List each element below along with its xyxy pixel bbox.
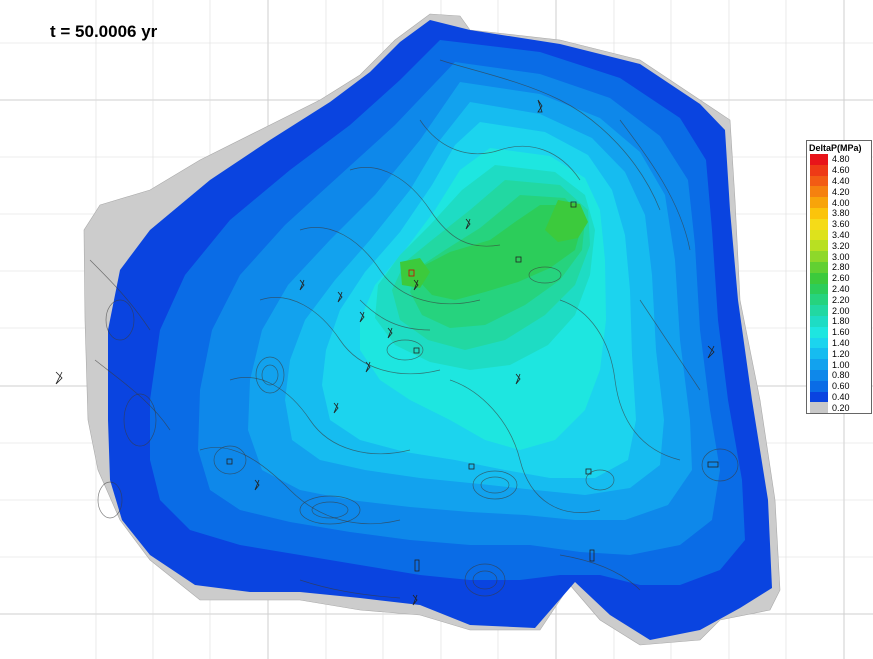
legend-label: 4.60	[832, 165, 850, 176]
legend-label: 0.40	[832, 391, 850, 402]
legend-label: 1.20	[832, 348, 850, 359]
legend-entry: 0.20	[807, 402, 871, 414]
legend-swatch	[810, 218, 828, 230]
legend-swatch	[810, 305, 828, 316]
legend-swatch	[810, 326, 828, 338]
legend-label: 2.60	[832, 273, 850, 284]
legend-swatch	[810, 348, 828, 360]
legend-entry: 4.80	[807, 154, 871, 165]
legend-entry: 0.80	[807, 369, 871, 381]
legend-swatch	[810, 359, 828, 370]
band-2-60	[400, 200, 588, 288]
legend-entry: 3.80	[807, 207, 871, 219]
legend-label: 3.40	[832, 229, 850, 240]
legend-label: 4.00	[832, 197, 850, 208]
legend-label: 2.20	[832, 294, 850, 305]
legend-label: 0.60	[832, 381, 850, 392]
legend-label: 0.20	[832, 402, 850, 413]
legend-swatch	[810, 240, 828, 252]
legend-entry: 3.00	[807, 251, 871, 262]
legend-entry: 2.40	[807, 283, 871, 295]
legend-swatch	[810, 272, 828, 284]
legend-entry: 2.00	[807, 305, 871, 316]
legend-entry: 1.80	[807, 315, 871, 327]
well-markers	[55, 99, 719, 606]
legend-label: 1.80	[832, 316, 850, 327]
legend-label: 1.60	[832, 327, 850, 338]
legend-label: 4.40	[832, 175, 850, 186]
colorbar-legend: DeltaP(MPa) 4.80 4.60 4.40 4.20 4.00 3.8…	[806, 140, 872, 415]
legend-entry: 0.60	[807, 380, 871, 392]
legend-swatch	[810, 402, 828, 414]
contour-lines	[89, 59, 739, 599]
legend-entry: 2.60	[807, 272, 871, 284]
legend-swatch	[810, 251, 828, 262]
band-2-40	[420, 205, 582, 300]
legend-label: 3.60	[832, 219, 850, 230]
legend-label: 1.40	[832, 337, 850, 348]
legend-swatch	[810, 207, 828, 219]
legend-label: 3.80	[832, 208, 850, 219]
legend-swatch	[810, 261, 828, 273]
legend-label: 4.80	[832, 154, 850, 165]
legend-entry: 4.60	[807, 164, 871, 176]
legend-entry: 1.40	[807, 337, 871, 349]
legend-swatch	[810, 283, 828, 295]
legend-swatch	[810, 294, 828, 306]
legend-swatch	[810, 315, 828, 327]
legend-swatch	[810, 175, 828, 187]
legend-entry: 4.00	[807, 197, 871, 208]
legend-swatch	[810, 369, 828, 381]
legend-entry: 0.40	[807, 391, 871, 403]
legend-entry: 1.20	[807, 348, 871, 360]
legend-swatch	[810, 391, 828, 403]
legend-entry: 3.40	[807, 229, 871, 241]
legend-entries: 4.80 4.60 4.40 4.20 4.00 3.80 3.60 3.40 …	[807, 154, 871, 414]
legend-label: 2.80	[832, 262, 850, 273]
legend-label: 3.00	[832, 251, 850, 262]
legend-title: DeltaP(MPa)	[809, 143, 862, 153]
legend-swatch	[810, 380, 828, 392]
legend-entry: 3.20	[807, 240, 871, 252]
legend-label: 3.20	[832, 240, 850, 251]
legend-entry: 1.00	[807, 359, 871, 370]
legend-entry: 2.80	[807, 261, 871, 273]
legend-entry: 2.20	[807, 294, 871, 306]
legend-swatch	[810, 229, 828, 241]
legend-label: 2.40	[832, 283, 850, 294]
legend-swatch	[810, 197, 828, 208]
legend-entry: 4.20	[807, 186, 871, 198]
legend-entry: 1.60	[807, 326, 871, 338]
legend-label: 0.80	[832, 370, 850, 381]
legend-swatch	[810, 164, 828, 176]
legend-label: 2.00	[832, 305, 850, 316]
legend-entry: 3.60	[807, 218, 871, 230]
legend-label: 1.00	[832, 359, 850, 370]
legend-label: 4.20	[832, 186, 850, 197]
legend-swatch	[810, 186, 828, 198]
legend-swatch	[810, 337, 828, 349]
simulation-time-label: t = 50.0006 yr	[50, 22, 158, 41]
legend-entry: 4.40	[807, 175, 871, 187]
legend-swatch	[810, 154, 828, 165]
